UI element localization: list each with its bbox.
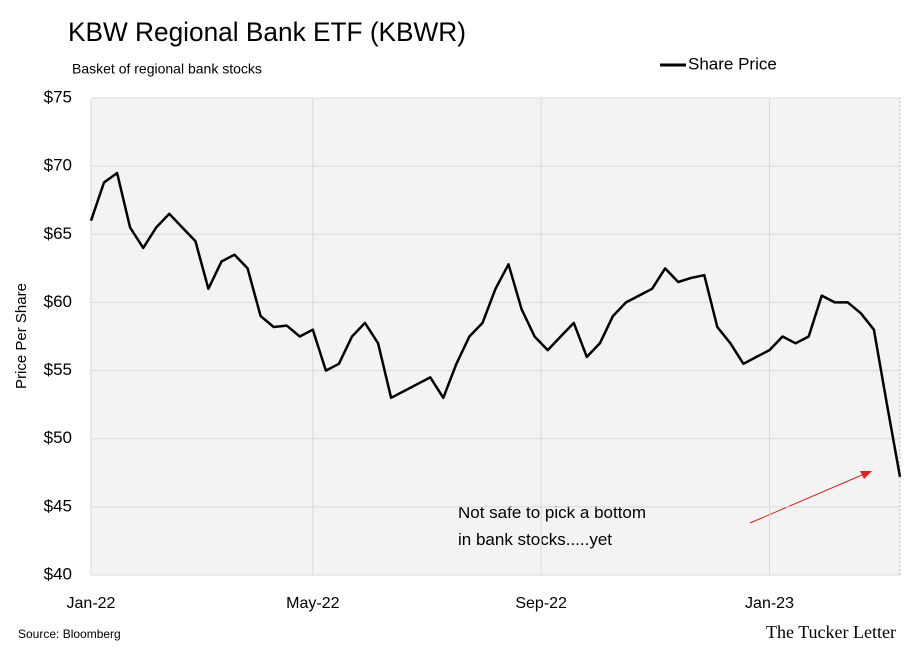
y-tick-label: $55 [44, 360, 72, 379]
legend-label: Share Price [688, 54, 777, 73]
x-tick-label: Sep-22 [515, 595, 567, 612]
chart-title: KBW Regional Bank ETF (KBWR) [68, 17, 466, 47]
y-tick-label: $70 [44, 156, 72, 175]
arrow-head [860, 471, 872, 479]
y-tick-label: $45 [44, 496, 72, 515]
annotation: Not safe to pick a bottom in bank stocks.… [458, 503, 646, 549]
chart-subtitle: Basket of regional bank stocks [72, 61, 262, 77]
y-tick-label: $65 [44, 224, 72, 243]
y-tick-label: $40 [44, 564, 72, 583]
price-line [89, 171, 902, 478]
y-tick-label: $50 [44, 428, 72, 447]
x-tick-label: Jan-22 [67, 595, 116, 612]
source: Source: Bloomberg [18, 627, 121, 641]
y-axis-title: Price Per Share [13, 283, 30, 389]
plot-area [90, 97, 901, 576]
annotation-arrow [749, 474, 863, 524]
brand: The Tucker Letter [766, 622, 896, 642]
y-tick-label: $60 [44, 292, 72, 311]
x-tick-label: Jan-23 [745, 595, 794, 612]
x-tick-label: May-22 [286, 595, 339, 612]
y-tick-label: $75 [44, 87, 72, 106]
